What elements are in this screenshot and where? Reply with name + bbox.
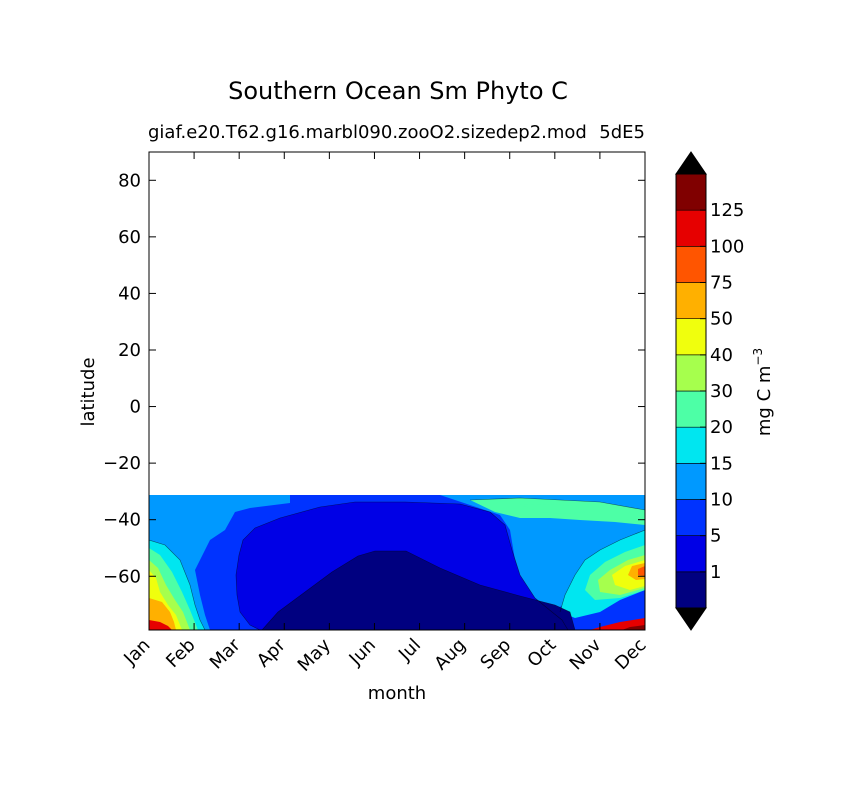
colorbar-segment <box>675 173 707 211</box>
colorbar-extend-under <box>675 607 707 631</box>
colorbar-tick-label: 50 <box>710 309 733 330</box>
colorbar-segment <box>675 318 707 356</box>
colorbar-segment <box>675 390 707 428</box>
colorbar-tick-label: 10 <box>710 490 733 511</box>
contour-band-75-100-east <box>638 566 645 576</box>
colorbar-segment <box>675 535 707 573</box>
colorbar-label-main: mg C m <box>754 366 775 437</box>
plot-frame <box>148 151 646 631</box>
x-tick-label: Jun <box>345 635 380 670</box>
contour-band-20-30-patch <box>520 504 585 514</box>
colorbar-tick-label: 30 <box>710 381 733 402</box>
x-tick-label: Jan <box>119 635 154 670</box>
contour-band-west-red <box>149 620 172 630</box>
x-tick-label: Jul <box>394 635 425 666</box>
colorbar-tick-label: 40 <box>710 345 733 366</box>
y-tick-label: −40 <box>103 510 141 531</box>
y-tick-label: 0 <box>130 397 141 418</box>
y-axis-label: latitude <box>78 357 99 426</box>
chart-title: Southern Ocean Sm Phyto C <box>228 77 568 105</box>
colorbar-label: mg C m−3 <box>751 348 775 436</box>
x-tick-label: Nov <box>566 634 606 674</box>
y-tick-label: 40 <box>118 283 141 304</box>
x-tick-label: Apr <box>253 634 290 671</box>
colorbar-extend-over <box>675 151 707 175</box>
contour-band-10-15-east <box>440 495 645 612</box>
y-tick-label: 60 <box>118 227 141 248</box>
chart-subtitle-left: giaf.e20.T62.g16.marbl090.zooO2.sizedep2… <box>148 122 587 143</box>
x-tick-label: Oct <box>523 635 560 672</box>
colorbar-tick-label: 1 <box>710 562 721 583</box>
no-data-region <box>149 152 645 495</box>
colorbar-segment <box>675 463 707 500</box>
contour-band-over-east-dark <box>622 625 645 630</box>
colorbar-tick-label: 15 <box>710 453 733 474</box>
x-tick-label: Mar <box>206 634 245 673</box>
colorbar-segment <box>675 499 707 536</box>
x-tick-label: May <box>294 634 335 675</box>
x-tick-label: Dec <box>611 635 650 674</box>
colorbar-label-superscript: −3 <box>751 348 765 366</box>
colorbar-tick-label: 125 <box>710 200 744 221</box>
contour-band-0-1 <box>262 551 575 630</box>
colorbar-segment <box>675 354 707 392</box>
y-tick-label: 20 <box>118 340 141 361</box>
colorbar-segment <box>675 246 707 283</box>
x-tick-label: Feb <box>162 635 199 672</box>
x-tick-label: Aug <box>430 635 470 675</box>
y-tick-label: 80 <box>118 170 141 191</box>
x-axis-label: month <box>368 683 426 704</box>
colorbar-tick-label: 100 <box>710 236 744 257</box>
x-tick-label: Sep <box>476 635 515 674</box>
colorbar-tick-label: 75 <box>710 273 733 294</box>
colorbar-segment <box>675 209 707 247</box>
colorbar-tick-label: 20 <box>710 417 733 438</box>
colorbar-tick-label: 5 <box>710 526 721 547</box>
chart-subtitle-right: 5dE5 <box>599 122 645 143</box>
colorbar-segment <box>675 426 707 464</box>
y-tick-label: −20 <box>103 453 141 474</box>
contour-field <box>149 495 645 630</box>
y-axis: 80 60 40 20 0 −20 −40 −60 <box>103 170 645 587</box>
colorbar-segment <box>675 571 707 609</box>
contour-band-50-75-east <box>628 563 645 580</box>
colorbar-segment <box>675 282 707 319</box>
y-tick-label: −60 <box>103 566 141 587</box>
contour-lines <box>149 497 645 630</box>
